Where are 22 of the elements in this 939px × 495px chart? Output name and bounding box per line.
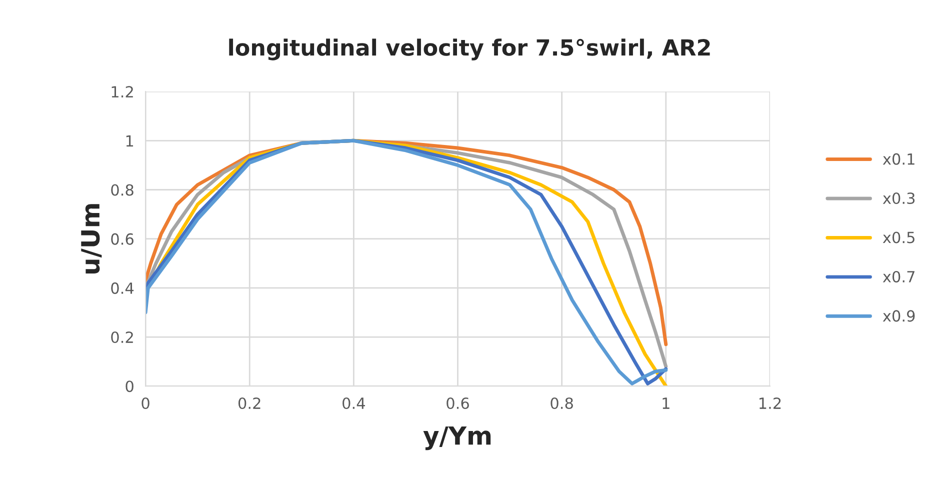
legend-label: x0.3: [882, 192, 915, 204]
legend-label: x0.9: [882, 310, 915, 322]
legend-label: x0.7: [882, 270, 914, 282]
y-tick-label: 0.2: [111, 331, 133, 344]
x-tick-label: 0.8: [550, 397, 573, 410]
x-tick-label: 0.2: [238, 397, 260, 410]
y-tick-label: 1.2: [112, 86, 133, 98]
y-axis-title: u/Um: [81, 204, 102, 274]
y-tick-label: 1: [126, 135, 134, 146]
legend-label: x0.5: [882, 232, 914, 244]
x-tick-label: 0: [142, 397, 150, 410]
y-tick-label: 0: [126, 380, 134, 392]
y-tick-label: 0.4: [111, 282, 134, 294]
chart-title: longitudinal velocity for 7.5°swirl, AR2: [229, 38, 710, 60]
y-tick-label: 0.6: [111, 233, 134, 245]
x-tick-label: 1: [662, 398, 670, 409]
y-tick-label: 0.8: [111, 184, 134, 196]
legend-label: x0.1: [882, 153, 914, 165]
x-tick-label: 1.2: [760, 397, 781, 409]
x-tick-label: 0.4: [342, 397, 365, 410]
x-axis-title: y/Ym: [423, 426, 491, 450]
x-tick-label: 0.6: [446, 397, 469, 410]
